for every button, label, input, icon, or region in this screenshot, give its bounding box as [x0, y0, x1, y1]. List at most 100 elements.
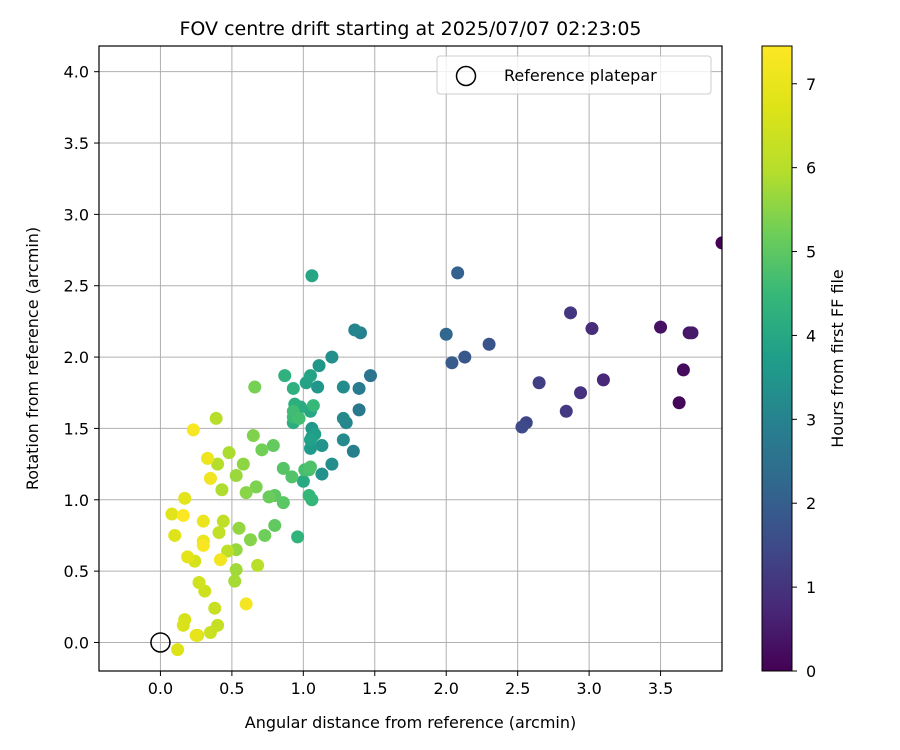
data-point [654, 320, 668, 334]
colorbar-tick-label: 6 [806, 159, 816, 178]
data-point [216, 514, 230, 528]
data-point [685, 326, 699, 340]
data-point [559, 404, 573, 418]
legend-box [436, 55, 712, 95]
data-point [482, 337, 496, 351]
data-point [181, 550, 195, 564]
data-point [286, 381, 300, 395]
data-point [303, 369, 317, 383]
data-point [325, 350, 339, 364]
data-point [266, 439, 280, 453]
data-point [278, 369, 292, 383]
y-tick-label: 1.0 [64, 491, 89, 510]
data-point [203, 471, 217, 485]
data-point [228, 574, 242, 588]
data-point [336, 411, 350, 425]
data-point [251, 558, 265, 572]
data-point [212, 526, 226, 540]
data-point [246, 429, 260, 443]
x-tick-label: 0.0 [148, 679, 173, 698]
x-tick-label: 2.5 [505, 679, 530, 698]
data-point [715, 236, 722, 250]
data-point [676, 363, 690, 377]
data-point [211, 457, 225, 471]
data-point [303, 433, 317, 447]
y-tick-label: 3.0 [64, 205, 89, 224]
data-point [532, 376, 546, 390]
data-point [303, 460, 317, 474]
data-point [296, 474, 310, 488]
data-point [229, 469, 243, 483]
data-point [348, 323, 362, 337]
y-tick-label: 1.5 [64, 419, 89, 438]
data-point [672, 396, 686, 410]
data-point [346, 444, 360, 458]
data-point [189, 628, 203, 642]
y-tick-label: 0.5 [64, 562, 89, 581]
data-point [229, 563, 243, 577]
colorbar-tick-label: 5 [806, 243, 816, 262]
data-point [176, 618, 190, 632]
data-point [515, 420, 529, 434]
data-point [306, 399, 320, 413]
y-tick-label: 3.5 [64, 134, 89, 153]
data-point [352, 403, 366, 417]
data-point [255, 443, 269, 457]
reference-platepar-marker [150, 632, 171, 653]
colorbar-tick-label: 2 [806, 494, 816, 513]
data-point [213, 553, 227, 567]
data-point [203, 625, 217, 639]
y-tick-label: 2.0 [64, 348, 89, 367]
legend-marker-icon [455, 65, 477, 87]
data-point [451, 266, 465, 280]
grid [99, 46, 722, 671]
data-point [305, 269, 319, 283]
data-point [439, 327, 453, 341]
data-point [232, 521, 246, 535]
data-point [165, 507, 179, 521]
data-point [291, 530, 305, 544]
data-point [458, 350, 472, 364]
data-point [209, 411, 223, 425]
data-point [302, 488, 316, 502]
data-point [258, 528, 272, 542]
y-axis-ticks: 0.0 0.5 1.0 1.5 2.0 2.5 3.0 3.5 4.0 [64, 63, 99, 652]
data-point [315, 439, 329, 453]
chart-title: FOV centre drift starting at 2025/07/07 … [179, 18, 641, 40]
data-point [239, 486, 253, 500]
data-point [262, 490, 276, 504]
data-point [186, 423, 200, 437]
x-tick-label: 1.5 [362, 679, 387, 698]
data-point [243, 533, 257, 547]
y-tick-label: 4.0 [64, 63, 89, 82]
data-point [363, 369, 377, 383]
data-point [585, 322, 599, 336]
colorbar: 0 1 2 3 4 5 6 7 Hours from first FF file [761, 45, 847, 681]
data-point [336, 380, 350, 394]
data-point [215, 483, 229, 497]
x-tick-label: 2.0 [433, 679, 458, 698]
y-tick-label: 0.0 [64, 633, 89, 652]
data-point [176, 508, 190, 522]
colorbar-tick-label: 0 [806, 662, 816, 681]
data-point [208, 601, 222, 615]
plot-frame [98, 45, 723, 672]
data-point [276, 496, 290, 510]
data-point [201, 451, 215, 465]
x-tick-label: 3.5 [648, 679, 673, 698]
y-tick-label: 2.5 [64, 277, 89, 296]
data-point [249, 480, 263, 494]
data-point [564, 306, 578, 320]
data-point [178, 491, 192, 505]
data-point [574, 386, 588, 400]
x-tick-label: 3.0 [576, 679, 601, 698]
data-point [315, 467, 329, 481]
legend-label: Reference platepar [504, 66, 657, 85]
x-tick-label: 0.5 [219, 679, 244, 698]
y-axis-label: Rotation from reference (arcmin) [23, 227, 42, 490]
data-point [596, 373, 610, 387]
data-point [285, 470, 299, 484]
data-point [336, 433, 350, 447]
colorbar-ticks: 0 1 2 3 4 5 6 7 [792, 75, 816, 681]
